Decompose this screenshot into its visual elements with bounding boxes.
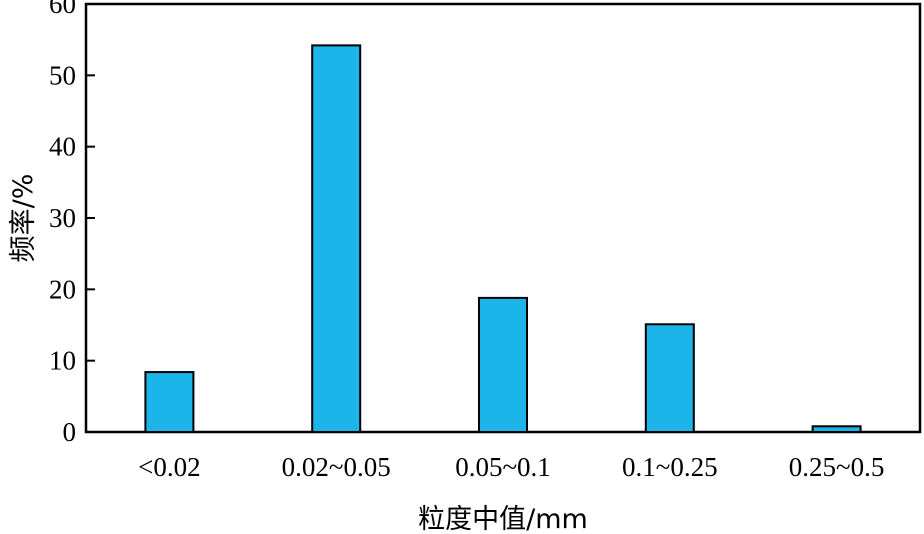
- bar: [644, 323, 695, 433]
- y-tick-label: 20: [49, 274, 76, 304]
- y-tick-label: 40: [49, 132, 76, 162]
- bars: [144, 44, 862, 434]
- y-axis: 0 10 20 30 40 50 60: [49, 0, 95, 447]
- x-tick-label: 0.25~0.5: [789, 452, 885, 482]
- bar: [311, 44, 362, 434]
- bar: [144, 371, 195, 433]
- y-axis-title: 频率/%: [8, 174, 39, 263]
- x-tick-label: 0.05~0.1: [455, 452, 551, 482]
- y-tick-label: 50: [49, 60, 76, 90]
- x-tick-label: <0.02: [138, 452, 200, 482]
- y-tick-label: 0: [63, 417, 77, 447]
- bar: [811, 425, 862, 434]
- x-tick-label: 0.02~0.05: [282, 452, 391, 482]
- y-tick-label: 10: [49, 346, 76, 376]
- x-axis-title: 粒度中值/mm: [418, 504, 588, 534]
- y-tick-label: 60: [49, 0, 76, 19]
- y-tick-label: 30: [49, 203, 76, 233]
- x-axis: <0.02 0.02~0.05 0.05~0.1 0.1~0.25 0.25~0.5: [138, 452, 884, 482]
- x-tick-label: 0.1~0.25: [622, 452, 718, 482]
- bar: [478, 296, 528, 434]
